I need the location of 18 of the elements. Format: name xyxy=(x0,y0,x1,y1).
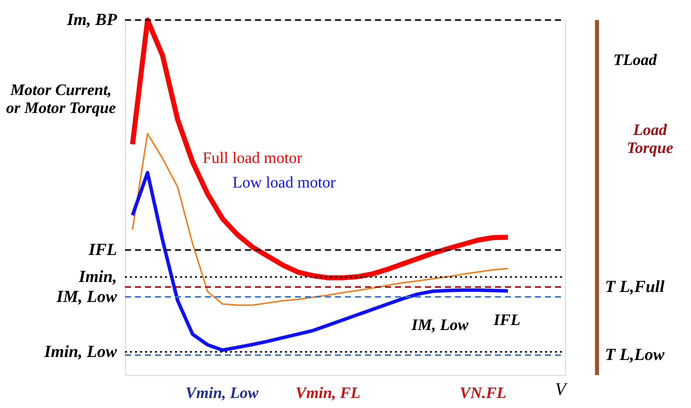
text: Vmin, Low xyxy=(186,385,259,402)
text: VN.FL xyxy=(460,385,507,402)
annotation: IFL xyxy=(492,312,521,329)
ref-line-label: T L,Low xyxy=(605,345,666,364)
y-axis-title: Motor Current, or Motor Torque xyxy=(6,82,116,117)
text: Low load motor xyxy=(232,174,336,192)
ref-line-label: Imin, xyxy=(78,267,117,286)
ref-line-label: T L,Full xyxy=(605,276,665,296)
text: TLoad xyxy=(613,52,658,69)
series-label: Full load motor xyxy=(202,150,303,167)
ref-line-label: Im, BP xyxy=(66,10,118,29)
text: Vmin, FL xyxy=(296,385,361,402)
annotation: IM, Low xyxy=(410,317,469,334)
x-axis-title: V xyxy=(555,379,568,399)
text: Load Torque xyxy=(626,122,674,157)
ref-line-label: IM, Low xyxy=(56,286,118,306)
ref-line-label: Imin, Low xyxy=(43,342,118,361)
ref-line-label: IFL xyxy=(88,240,117,260)
